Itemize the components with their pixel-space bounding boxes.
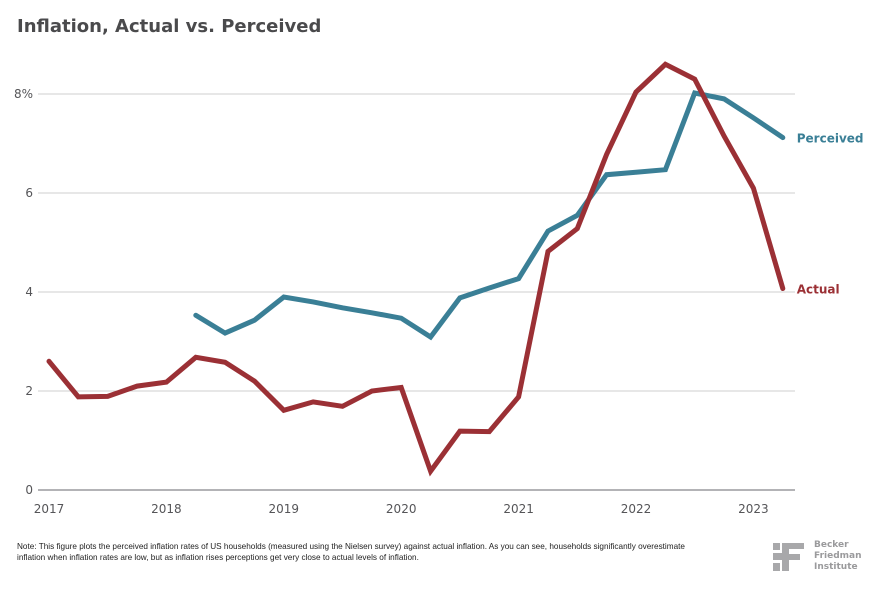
legend: Perceived Actual [797,132,864,297]
logo-line-1: Becker [814,540,849,550]
legend-label-actual: Actual [797,283,840,297]
series-line-perceived [193,90,786,341]
logo-line-2: Friedman [814,551,862,561]
x-axis-ticks: 2017 2018 2019 2020 2021 2022 2023 [34,502,769,516]
x-tick-label: 2021 [503,502,534,516]
becker-friedman-logo: Becker Friedman Institute [770,540,862,573]
y-tick-label: 2 [25,384,33,398]
series-lines [46,61,786,477]
legend-label-perceived: Perceived [797,132,864,146]
x-tick-label: 2019 [269,502,300,516]
x-tick-label: 2023 [738,502,769,516]
x-tick-label: 2018 [151,502,182,516]
line-chart: 0 2 4 6 8% 2017 2018 2019 2020 2021 2022 2023 Perc… [14,61,864,516]
y-axis-ticks: 0 2 4 6 8% [14,87,33,497]
bf-logo-icon [770,541,806,573]
y-tick-label: 0 [25,483,33,497]
y-tick-label: 4 [25,285,33,299]
gridlines [38,93,795,491]
y-tick-label: 6 [25,186,33,200]
y-tick-label: 8% [14,87,33,101]
chart-title: Inflation, Actual vs. Perceived [17,16,322,37]
series-line-actual [46,61,786,477]
x-tick-label: 2022 [621,502,652,516]
chart-note: Note: This figure plots the perceived in… [17,542,685,562]
x-tick-label: 2020 [386,502,417,516]
x-tick-label: 2017 [34,502,65,516]
logo-line-3: Institute [814,562,858,572]
